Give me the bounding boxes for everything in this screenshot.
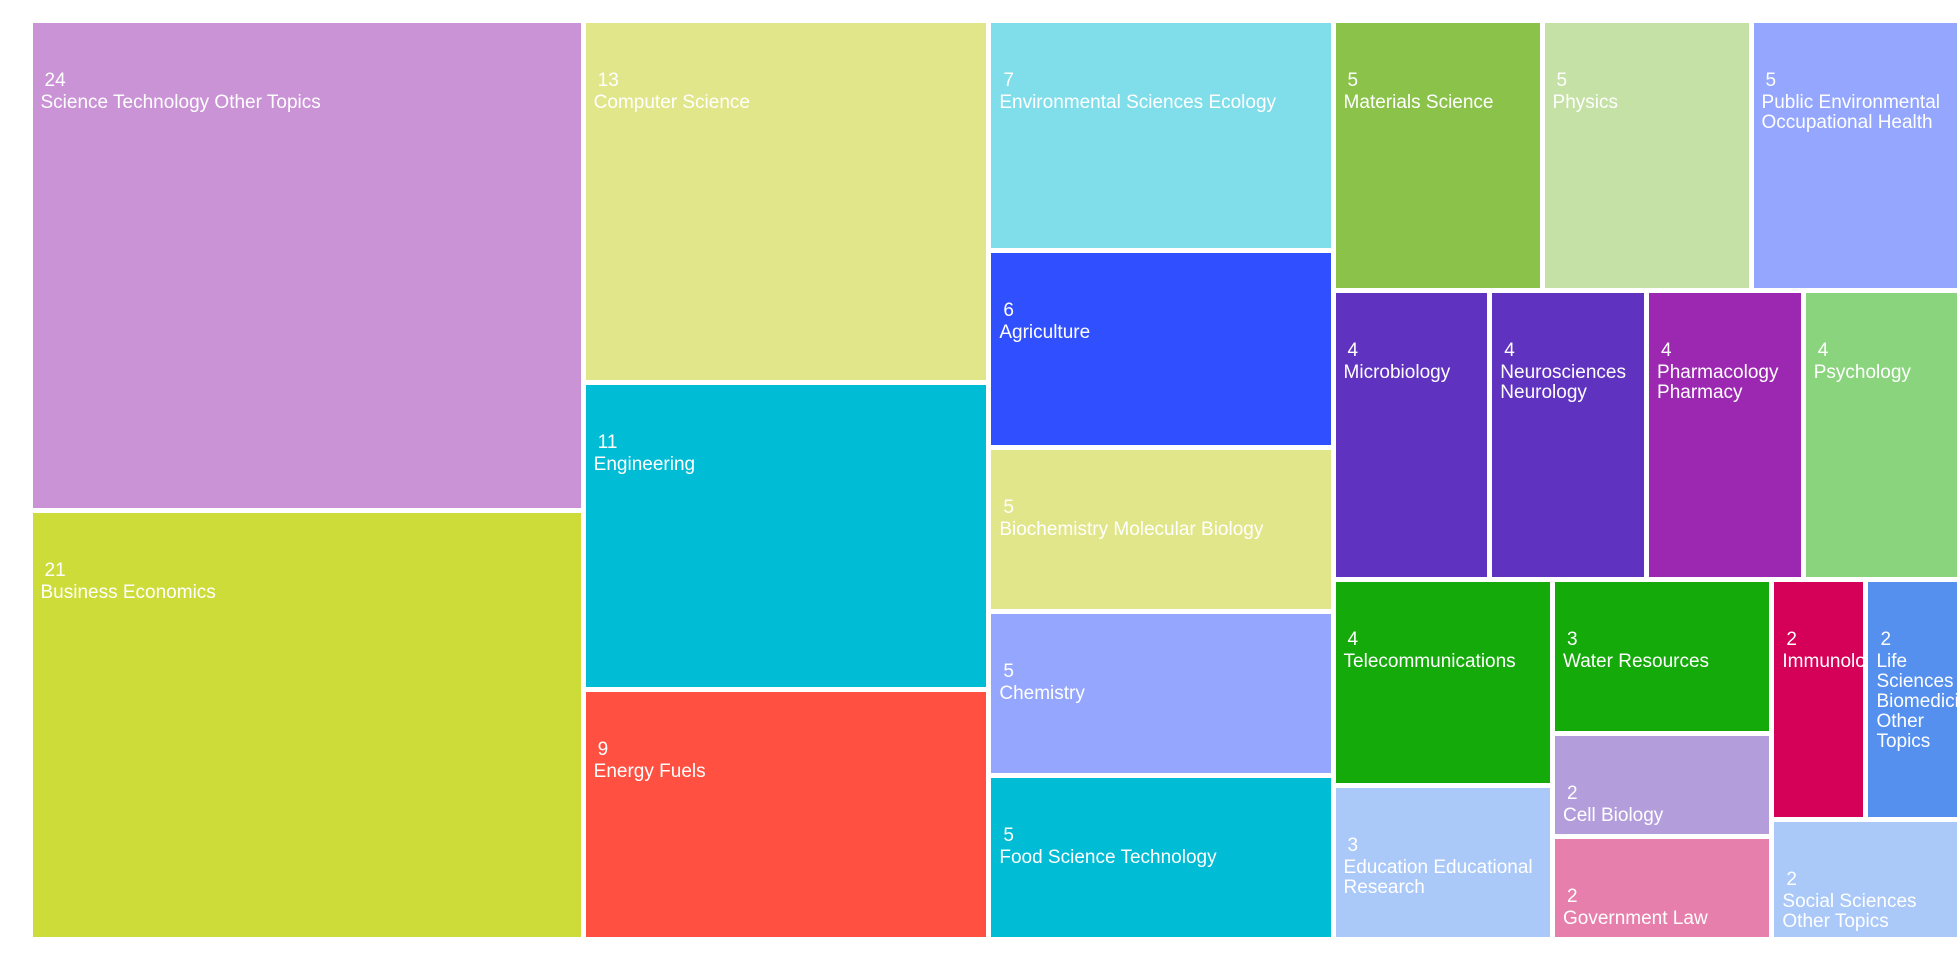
tile-value: 4 [1661, 340, 1672, 362]
tile-label: Cell Biology [1562, 805, 1664, 827]
tile-value: 2 [1786, 628, 1797, 650]
tile: 6 Agriculture [991, 252, 1331, 445]
tile-value: 5 [1347, 69, 1359, 91]
tile-label: Water Resources [1562, 650, 1710, 672]
tile: 3 Education Educational Research [1335, 787, 1550, 938]
tile-label: Neurosciences Neurology [1500, 362, 1626, 404]
tile-label: Immunology [1782, 650, 1864, 672]
tile-value: 13 [597, 69, 619, 91]
tile: 5 Chemistry [991, 613, 1331, 774]
tile-label: Pharmacology Pharmacy [1657, 362, 1779, 404]
tile-value: 21 [44, 560, 66, 582]
tile-value: 2 [1786, 869, 1797, 891]
tile: 9 Energy Fuels [585, 691, 987, 938]
tile: 21 Business Economics [32, 513, 581, 938]
tile: 4 Psychology [1805, 293, 1958, 577]
tile: 5 Food Science Technology [991, 778, 1331, 938]
tile: 5 Public Environmental Occupational Healt… [1753, 22, 1958, 289]
tile: 11 Engineering [585, 384, 987, 687]
tile-value: 5 [1556, 69, 1568, 91]
tile-label: Business Economics [40, 582, 216, 604]
tile: 24 Science Technology Other Topics [32, 22, 581, 509]
tile: 2 Government Law [1554, 839, 1770, 938]
tile-value: 4 [1817, 340, 1829, 362]
tile: 2 Social Sciences Other Topics [1774, 822, 1958, 938]
tile-value: 11 [597, 431, 618, 453]
tile-label: Public Environmental Occupational Health [1761, 91, 1940, 133]
tile-value: 4 [1504, 340, 1515, 362]
tile-value: 2 [1566, 886, 1578, 908]
tile-value: 2 [1880, 628, 1892, 650]
tile: 7 Environmental Sciences Ecology [991, 22, 1331, 248]
tile-label: Computer Science [593, 91, 750, 113]
tile-value: 3 [1566, 628, 1578, 650]
tile-value: 9 [597, 738, 609, 760]
tile: 4 Pharmacology Pharmacy [1649, 293, 1801, 577]
tile-value: 5 [1003, 825, 1014, 847]
tile-label: Life Sciences Biomedicine Other Topics [1876, 650, 1958, 752]
tile-label: Psychology [1813, 362, 1911, 384]
tile: 5 Biochemistry Molecular Biology [991, 449, 1331, 609]
tile-value: 24 [44, 69, 66, 91]
tile-label: Science Technology Other Topics [40, 91, 321, 113]
tile: 5 Physics [1544, 22, 1749, 289]
tile-label: Telecommunications [1343, 650, 1516, 672]
tile-label: Chemistry [999, 682, 1085, 704]
tile-label: Education Educational Research [1343, 856, 1533, 898]
tile-label: Energy Fuels [593, 760, 706, 782]
tile-value: 5 [1765, 69, 1777, 91]
tile-value: 3 [1347, 834, 1359, 856]
tile-label: Food Science Technology [999, 847, 1217, 869]
tile: 4 Telecommunications [1335, 581, 1550, 783]
tile-value: 4 [1347, 340, 1359, 362]
tile-value: 2 [1566, 783, 1578, 805]
tile-label: Social Sciences Other Topics [1782, 891, 1917, 933]
tile: 4 Neurosciences Neurology [1492, 293, 1645, 577]
tile: 2Immunology [1774, 581, 1864, 818]
tile: 3 Water Resources [1554, 581, 1770, 732]
tile-value: 5 [1003, 496, 1014, 518]
tile-label: Microbiology [1343, 362, 1451, 384]
tile-label: Materials Science [1343, 91, 1494, 113]
tile-label: Physics [1552, 91, 1618, 113]
tile: 2 Cell Biology [1554, 736, 1770, 835]
tile: 5 Materials Science [1335, 22, 1540, 289]
tile-label: Environmental Sciences Ecology [999, 91, 1277, 113]
tile: 4 Microbiology [1335, 293, 1488, 577]
tile-value: 4 [1347, 628, 1359, 650]
tile-label: Engineering [593, 453, 696, 475]
tile: 13 Computer Science [585, 22, 987, 380]
tile-value: 7 [1003, 69, 1014, 91]
tile-label: Government Law [1562, 908, 1708, 930]
tile-label: Agriculture [999, 321, 1091, 343]
tile-value: 6 [1003, 299, 1014, 321]
tile-label: Biochemistry Molecular Biology [999, 518, 1264, 540]
tile-value: 5 [1003, 660, 1014, 682]
